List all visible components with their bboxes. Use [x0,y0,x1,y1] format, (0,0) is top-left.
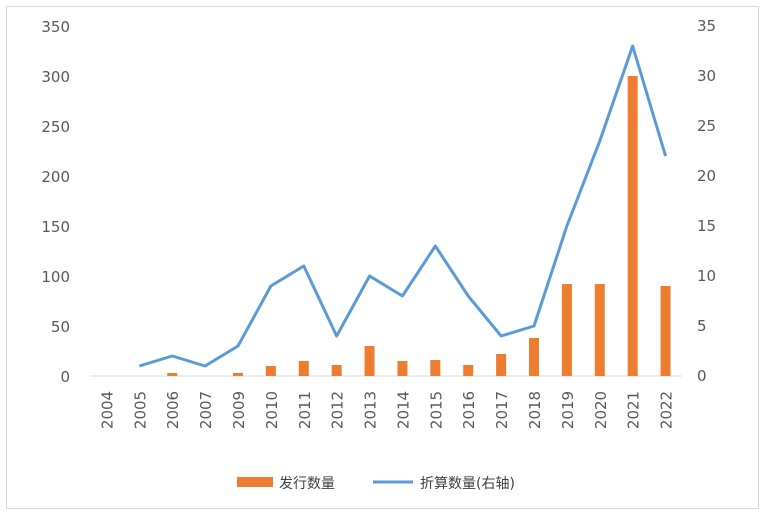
y-right-tick-label: 35 [697,17,716,35]
bar [430,360,441,376]
bar [167,373,178,376]
chart-frame [6,6,759,509]
y-left-tick-label: 200 [41,168,70,186]
legend-swatch-bar [237,477,273,487]
x-tick-label: 2016 [460,391,478,429]
bar-series [167,76,671,376]
bar [627,76,638,376]
y-right-tick-label: 10 [697,267,716,285]
y-right-tick-label: 20 [697,167,716,185]
x-tick-label: 2005 [131,391,149,429]
bar [529,338,539,376]
right-axis: 0 5 10 15 20 25 30 35 [697,17,716,385]
y-right-tick-label: 5 [697,317,707,335]
y-left-tick-label: 0 [60,368,70,386]
bar [397,361,408,376]
y-right-tick-label: 0 [697,367,707,385]
legend: 发行数量 折算数量(右轴) [237,476,515,492]
bar [298,361,309,376]
x-tick-label: 2009 [230,391,248,429]
x-tick-label: 2015 [427,391,445,429]
legend-label-line: 折算数量(右轴) [420,476,515,492]
x-tick-label: 2007 [197,391,215,429]
x-tick-label: 2018 [526,391,544,429]
bar [660,286,671,376]
left-axis: 0 50 100 150 200 250 300 350 [41,18,70,386]
x-tick-label: 2022 [658,391,676,429]
bar [496,354,507,376]
y-right-tick-label: 15 [697,217,716,235]
x-tick-label: 2021 [625,391,643,429]
series-line [138,44,667,368]
x-tick-label: 2020 [592,391,610,429]
x-axis: 2004 2005 2006 2007 2009 2010 2011 2012 2013 2014… [98,391,675,429]
legend-label-bar: 发行数量 [279,476,335,492]
bar [233,373,243,376]
bar [265,366,276,376]
x-tick-label: 2013 [362,391,380,429]
bar [364,346,375,376]
x-tick-label: 2017 [493,391,511,429]
x-tick-label: 2010 [263,391,281,429]
y-right-tick-label: 30 [697,67,716,85]
bar [561,284,572,376]
y-left-tick-label: 100 [41,268,70,286]
x-tick-label: 2014 [394,391,412,429]
x-tick-label: 2011 [296,391,314,429]
y-left-tick-label: 300 [41,68,70,86]
x-tick-label: 2012 [329,391,347,429]
x-tick-label: 2004 [98,391,116,429]
y-left-tick-label: 350 [41,18,70,36]
y-right-tick-label: 25 [697,117,716,135]
bar [331,365,342,376]
bar [594,284,605,376]
y-left-tick-label: 150 [41,218,70,236]
y-left-tick-label: 50 [51,318,70,336]
x-tick-label: 2019 [559,391,577,429]
y-left-tick-label: 250 [41,118,70,136]
bar [463,365,474,376]
x-tick-label: 2006 [164,391,182,429]
line-series [138,44,667,368]
